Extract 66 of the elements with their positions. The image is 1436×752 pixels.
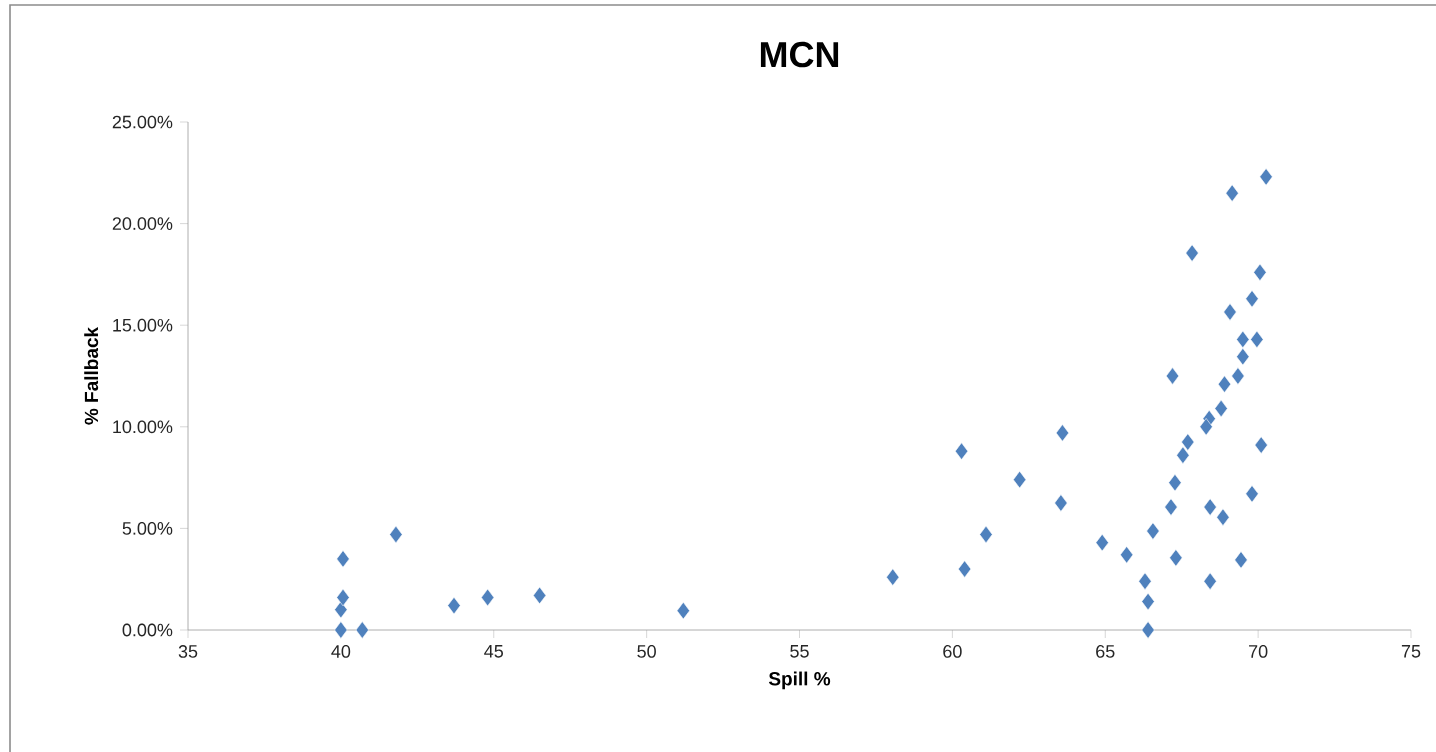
point [1223,303,1237,321]
point [334,600,348,619]
point [1214,399,1228,418]
point [1245,290,1259,308]
point [1234,551,1248,569]
x-tick-label: 65 [1096,645,1115,658]
point [979,525,993,544]
point [533,586,547,605]
y-tick-label: 25.00% [112,115,173,129]
y-tick-label: 15.00% [113,318,173,332]
x-tick-label: 70 [1249,645,1268,658]
x-tick-label: 40 [331,645,351,658]
y-axis-title: % Fallback [84,326,99,425]
point [389,525,403,544]
point [1217,375,1232,393]
point [1199,418,1213,436]
point [336,550,350,568]
point [1254,436,1268,454]
point [1054,494,1068,512]
point [1168,473,1182,492]
x-tick-label: 50 [637,645,656,658]
point [1236,348,1250,366]
point [481,588,495,607]
y-tick-label: 10.00% [113,420,173,434]
y-tick-label: 5.00% [122,522,173,535]
point [334,621,348,639]
point [958,560,972,578]
point [1146,522,1160,540]
point [1253,263,1267,282]
point [1095,533,1109,552]
x-tick-label: 60 [943,645,962,658]
x-tick-label: 75 [1401,645,1421,658]
x-tick-label: 45 [484,645,503,658]
point [1141,592,1155,611]
y-tick-label: 0.00% [122,623,173,637]
point [1231,367,1245,385]
point [1216,508,1230,526]
x-tick-label: 35 [178,645,198,658]
point [1138,572,1152,590]
point [1176,446,1190,464]
point [1203,498,1217,516]
point [1120,546,1134,564]
y-tick-label: 20.00% [112,217,173,230]
point [1185,244,1199,262]
point [1225,184,1239,202]
x-axis-title: Spill % [768,671,831,690]
point [355,621,369,639]
point [1141,621,1155,639]
point [886,568,900,586]
x-tick-label: 55 [790,645,809,658]
point [1013,470,1027,489]
point [447,596,461,615]
point [676,602,690,620]
point [1259,168,1273,186]
point [1164,498,1178,516]
point [1055,424,1070,442]
point [1181,433,1195,451]
point [1165,367,1180,385]
point [336,588,350,607]
point [1169,549,1183,567]
point [1236,330,1250,349]
point [1203,572,1217,590]
point [954,442,969,460]
point [1245,485,1259,503]
point [1250,330,1264,349]
chart-title: MCN [760,41,839,68]
